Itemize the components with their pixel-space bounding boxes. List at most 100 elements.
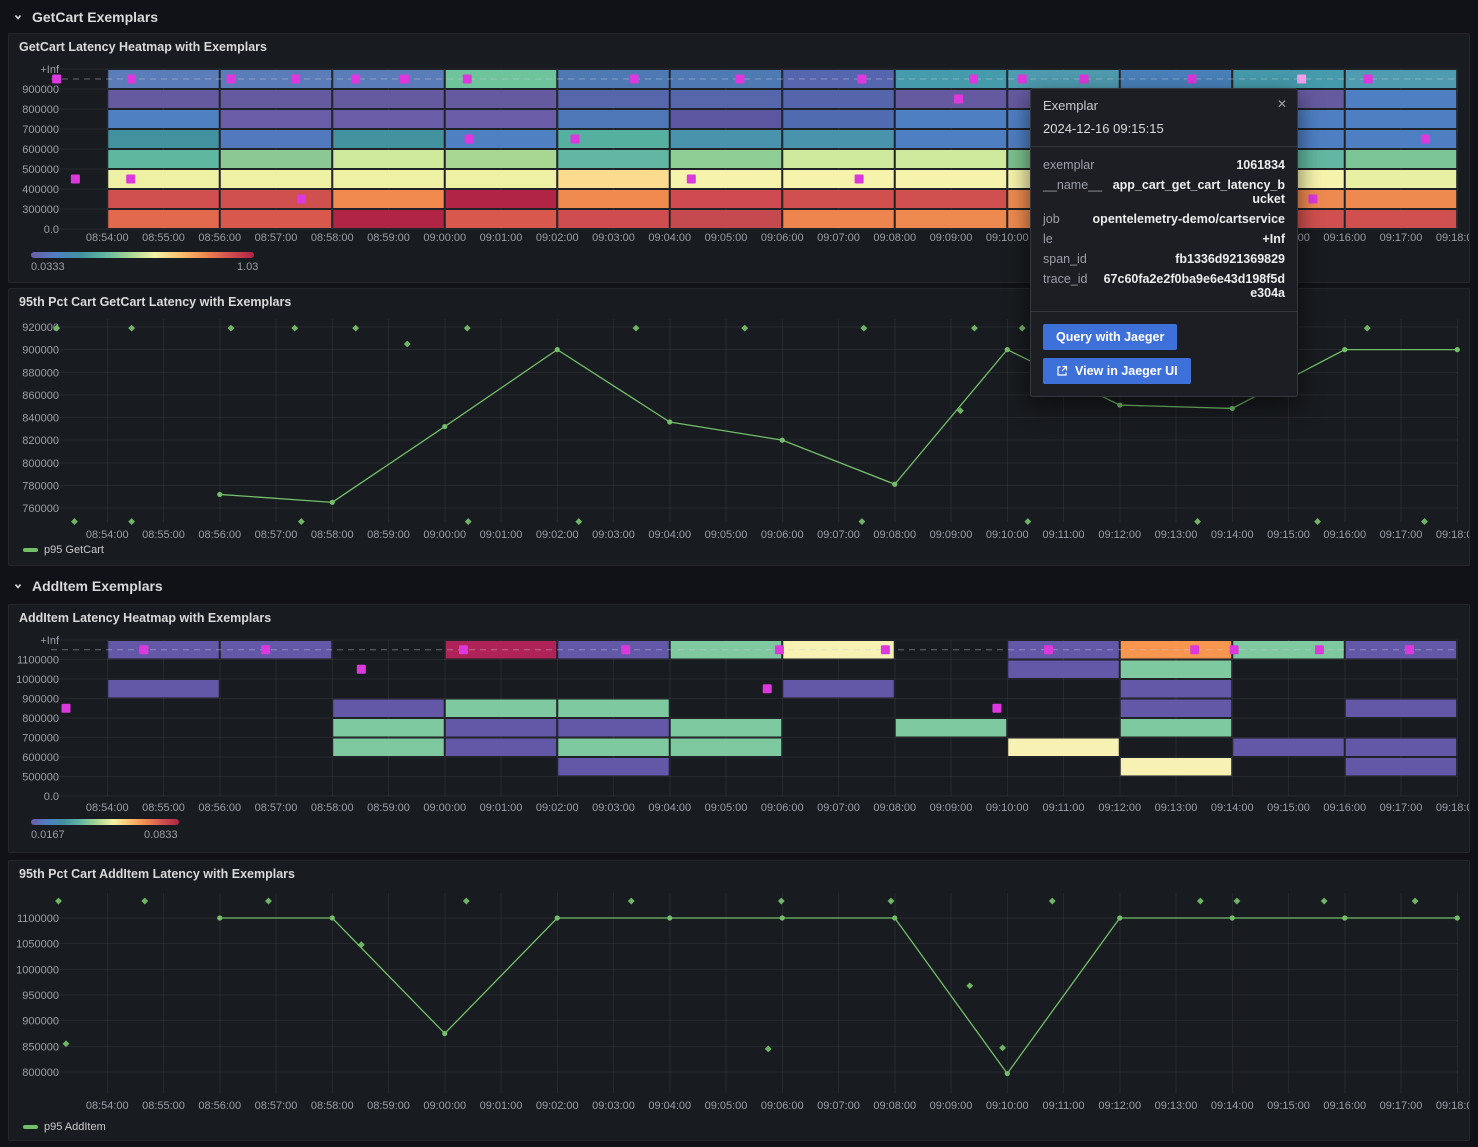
heatmap-cell[interactable] [1120,70,1232,88]
exemplar-marker[interactable] [686,174,696,184]
heatmap-cell[interactable] [445,699,557,718]
heatmap-cell[interactable] [1008,660,1119,679]
exemplar-marker[interactable] [351,74,361,84]
exemplar-marker[interactable] [880,645,890,655]
exemplar-diamond[interactable] [860,324,868,332]
exemplar-marker[interactable] [1420,134,1430,144]
heatmap-cell[interactable] [783,210,894,228]
exemplar-marker[interactable] [291,74,301,84]
exemplar-marker[interactable] [356,664,366,674]
heatmap-cell[interactable] [558,641,669,659]
heatmap-cell[interactable] [1345,170,1457,188]
exemplar-marker[interactable] [1017,74,1027,84]
heatmap-cell[interactable] [895,170,1007,188]
heatmap-cell[interactable] [783,680,894,698]
exemplar-marker[interactable] [462,74,472,84]
exemplar-marker[interactable] [992,703,1002,713]
heatmap-cell[interactable] [558,719,669,737]
heatmap-cell[interactable] [445,130,557,148]
heatmap-cell[interactable] [558,699,669,718]
exemplar-diamond[interactable] [1421,518,1428,525]
heatmap-cell[interactable] [558,150,669,168]
data-point[interactable] [442,1030,448,1037]
heatmap-cell[interactable] [108,170,219,188]
additem-heatmap-chart[interactable]: +Inf 1100000 1000000 900000 800000 700000 6000… [9,605,1469,852]
exemplar-diamond[interactable] [858,518,866,525]
heatmap-cell[interactable] [783,110,894,128]
exemplar-marker[interactable] [296,194,306,204]
exemplar-marker[interactable] [629,74,639,84]
series-legend-item[interactable]: p95 AddItem [23,1121,106,1133]
heatmap-cell[interactable] [220,110,332,128]
data-point[interactable] [442,423,448,430]
data-point[interactable] [1229,405,1235,412]
heatmap-cell[interactable] [895,150,1007,168]
heatmap-cell[interactable] [445,210,557,228]
heatmap-cell[interactable] [108,190,219,208]
exemplar-diamond[interactable] [1233,897,1241,905]
exemplar-diamond[interactable] [464,518,472,525]
heatmap-cell[interactable] [558,190,669,208]
exemplar-marker[interactable] [1404,645,1414,655]
heatmap-cell[interactable] [783,70,894,88]
exemplar-diamond[interactable] [463,324,471,332]
data-point[interactable] [892,915,898,921]
heatmap-cell[interactable] [895,210,1007,228]
exemplar-diamond[interactable] [227,324,235,332]
data-point[interactable] [217,915,223,921]
heatmap-cell[interactable] [333,719,444,737]
exemplar-marker[interactable] [735,74,745,84]
heatmap-cell[interactable] [670,210,782,228]
heatmap-cell[interactable] [445,170,557,188]
heatmap-cell[interactable] [1345,738,1457,757]
close-icon[interactable]: ✕ [1276,97,1287,111]
data-point[interactable] [779,437,785,443]
data-point[interactable] [1229,915,1235,921]
heatmap-cell[interactable] [333,70,444,88]
heatmap-cell[interactable] [670,170,782,188]
heatmap-cell[interactable] [558,110,669,128]
heatmap-cell[interactable] [670,738,782,757]
heatmap-cell[interactable] [1120,680,1232,698]
exemplar-marker[interactable] [399,74,409,84]
data-point[interactable] [1004,347,1010,353]
data-point[interactable] [667,419,673,425]
heatmap-cell[interactable] [895,190,1007,208]
exemplar-marker[interactable] [139,645,149,655]
data-point[interactable] [554,915,560,921]
heatmap-cell[interactable] [558,738,669,757]
exemplar-marker[interactable] [1187,74,1197,84]
exemplar-marker[interactable] [226,74,236,84]
heatmap-cell[interactable] [445,90,557,108]
heatmap-cell[interactable] [220,130,332,148]
exemplar-marker[interactable] [762,684,772,694]
heatmap-cell[interactable] [783,90,894,108]
heatmap-cell[interactable] [333,130,444,148]
heatmap-cell[interactable] [558,90,669,108]
exemplar-diamond[interactable] [1194,518,1201,525]
additem-line-chart[interactable]: 1100000 1050000 1000000 950000 900000 850000 8… [9,861,1469,1140]
exemplar-diamond[interactable] [128,518,136,525]
section-header-getcart[interactable]: GetCart Exemplars [0,4,1478,30]
heatmap-cell[interactable] [558,758,669,776]
panel-title[interactable]: AddItem Latency Heatmap with Exemplars [19,611,272,625]
heatmap-cell[interactable] [895,110,1007,128]
exemplar-marker[interactable] [261,645,271,655]
heatmap-cell[interactable] [333,90,444,108]
exemplar-marker[interactable] [570,134,580,144]
heatmap-cell[interactable] [220,70,332,88]
section-header-additem[interactable]: AddItem Exemplars [0,573,1478,599]
heatmap-cell[interactable] [670,70,782,88]
data-point[interactable] [1342,347,1348,353]
exemplar-marker[interactable] [126,174,136,184]
exemplar-diamond[interactable] [357,941,365,949]
exemplar-marker[interactable] [1297,74,1307,84]
data-point[interactable] [892,481,898,487]
heatmap-cell[interactable] [333,738,444,757]
exemplar-marker[interactable] [1190,645,1200,655]
heatmap-cell[interactable] [1345,150,1457,168]
heatmap-cell[interactable] [670,719,782,737]
heatmap-cell[interactable] [783,190,894,208]
heatmap-cell[interactable] [895,719,1007,737]
heatmap-cell[interactable] [670,641,782,659]
